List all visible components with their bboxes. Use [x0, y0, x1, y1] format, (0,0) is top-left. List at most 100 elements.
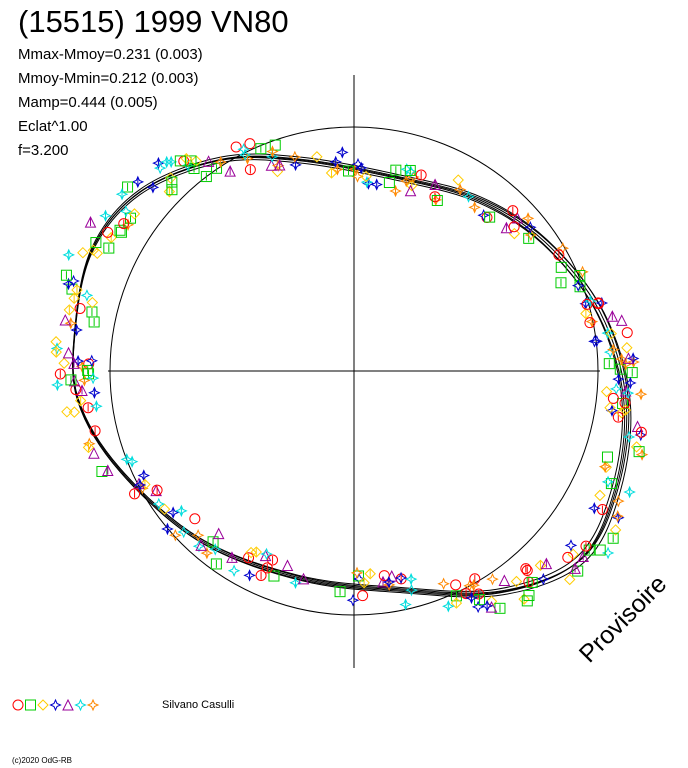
marker — [164, 172, 177, 184]
marker — [71, 284, 83, 296]
marker — [352, 572, 366, 586]
marker — [574, 269, 586, 281]
marker — [200, 171, 212, 183]
marker — [88, 386, 101, 400]
marker — [180, 152, 193, 165]
marker — [61, 406, 73, 418]
marker — [584, 317, 596, 329]
parameter: f=3.200 — [18, 142, 68, 159]
marker — [633, 446, 645, 458]
marker — [102, 226, 114, 238]
marker — [580, 307, 592, 320]
marker — [588, 335, 601, 348]
marker — [571, 279, 585, 292]
marker — [623, 485, 636, 499]
marker — [584, 294, 597, 308]
marker — [621, 327, 633, 339]
marker — [399, 598, 412, 611]
marker — [619, 384, 632, 397]
marker — [244, 138, 256, 150]
marker — [452, 174, 464, 186]
marker — [85, 354, 99, 368]
marker — [619, 397, 631, 409]
marker — [605, 327, 617, 340]
marker — [191, 529, 205, 542]
marker — [473, 588, 485, 600]
marker — [607, 343, 620, 356]
marker — [202, 155, 215, 167]
marker — [120, 453, 134, 466]
marker — [350, 566, 364, 580]
marker — [62, 277, 75, 291]
marker — [553, 249, 565, 261]
marker — [364, 568, 376, 580]
marker — [634, 428, 648, 442]
marker — [133, 478, 147, 492]
marker — [129, 488, 141, 500]
marker — [635, 448, 649, 461]
marker — [399, 174, 413, 188]
marker — [255, 143, 267, 155]
marker — [612, 494, 625, 508]
marker — [62, 346, 75, 359]
marker — [572, 565, 584, 577]
marker — [161, 522, 174, 536]
marker — [601, 326, 614, 340]
marker — [594, 489, 606, 502]
marker — [65, 374, 77, 386]
marker — [604, 401, 616, 414]
marker — [114, 224, 126, 236]
copyright: (c)2020 OdG-RB — [12, 756, 72, 765]
marker — [131, 175, 145, 189]
marker — [89, 425, 101, 437]
marker — [429, 178, 441, 190]
marker — [82, 441, 95, 454]
marker — [243, 569, 256, 582]
marker — [99, 209, 112, 222]
marker — [260, 547, 273, 561]
marker — [562, 551, 574, 563]
marker — [86, 296, 99, 309]
marker — [521, 212, 535, 225]
marker — [325, 167, 338, 179]
marker — [227, 564, 241, 577]
marker — [508, 221, 520, 233]
marker — [195, 539, 207, 551]
marker — [526, 576, 538, 588]
marker — [564, 573, 576, 586]
marker — [250, 546, 262, 558]
marker — [238, 148, 252, 162]
marker — [271, 159, 285, 172]
marker — [601, 451, 613, 463]
marker — [175, 504, 188, 518]
marker — [212, 527, 225, 540]
marker — [612, 372, 625, 386]
marker — [346, 593, 360, 607]
marker — [255, 569, 267, 581]
marker — [153, 161, 167, 175]
marker — [524, 228, 538, 242]
marker — [621, 386, 635, 400]
marker — [450, 579, 462, 591]
marker — [404, 184, 417, 197]
marker — [556, 241, 570, 255]
marker — [404, 572, 418, 586]
marker — [521, 565, 533, 577]
marker — [273, 158, 286, 171]
marker — [88, 447, 100, 459]
marker — [351, 157, 365, 171]
marker — [615, 407, 628, 419]
marker — [82, 402, 94, 414]
marker — [177, 525, 190, 539]
marker — [261, 562, 273, 574]
marker — [474, 594, 486, 606]
marker — [600, 385, 613, 398]
marker — [267, 554, 279, 566]
marker — [524, 221, 537, 234]
legend-symbols — [12, 698, 100, 712]
marker — [615, 314, 628, 326]
marker — [288, 150, 302, 164]
marker — [58, 357, 70, 369]
marker — [230, 141, 242, 153]
marker — [74, 394, 87, 407]
